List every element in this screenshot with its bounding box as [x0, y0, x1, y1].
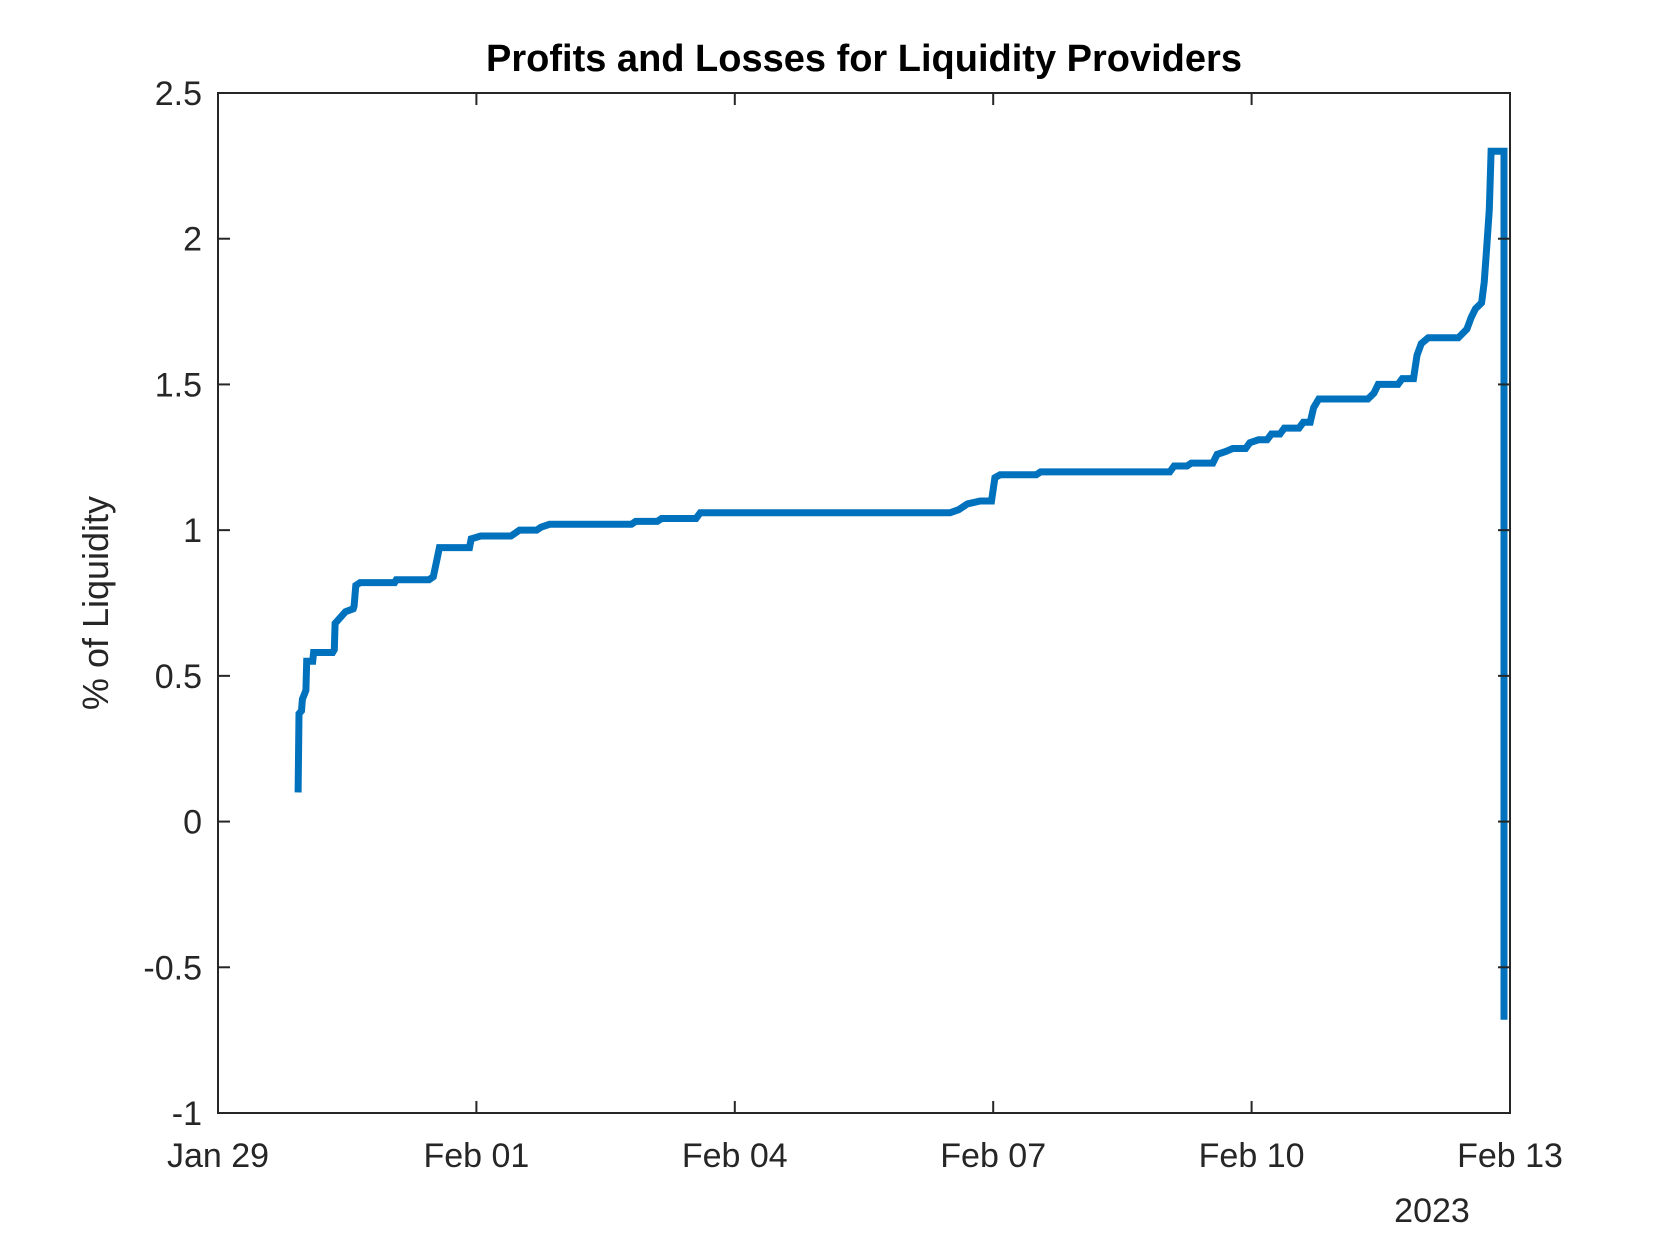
series-line-pnl	[294, 147, 1508, 1020]
y-tick-label: 2.5	[155, 75, 202, 113]
chart-title: Profits and Losses for Liquidity Provide…	[486, 38, 1242, 80]
y-tick-label: 0	[183, 804, 202, 842]
x-tick-label: Feb 01	[423, 1137, 529, 1175]
x-tick-label: Feb 13	[1457, 1137, 1563, 1175]
y-tick-label: 1.5	[155, 366, 202, 404]
y-tick-label: -1	[172, 1095, 202, 1133]
x-tick-label: Feb 10	[1199, 1137, 1305, 1175]
x-tick-label: Feb 07	[940, 1137, 1046, 1175]
tick-layer: Jan 29 Feb 01 Feb 04 Feb 07 Feb 10 Feb 13 -1 -0…	[143, 75, 1563, 1175]
x-tick-label: Feb 04	[682, 1137, 788, 1175]
y-tick-label: 1	[183, 512, 202, 550]
x-tick-label: Jan 29	[167, 1137, 269, 1175]
y-tick-label: 0.5	[155, 658, 202, 696]
y-tick-label: -0.5	[143, 949, 202, 987]
y-tick-label: 2	[183, 221, 202, 259]
x-axis-year-label: 2023	[1394, 1192, 1470, 1230]
y-axis-label: % of Liquidity	[75, 496, 116, 710]
axes-box	[217, 92, 1511, 1114]
series-layer	[294, 147, 1508, 1020]
plot-area	[218, 93, 1510, 1113]
